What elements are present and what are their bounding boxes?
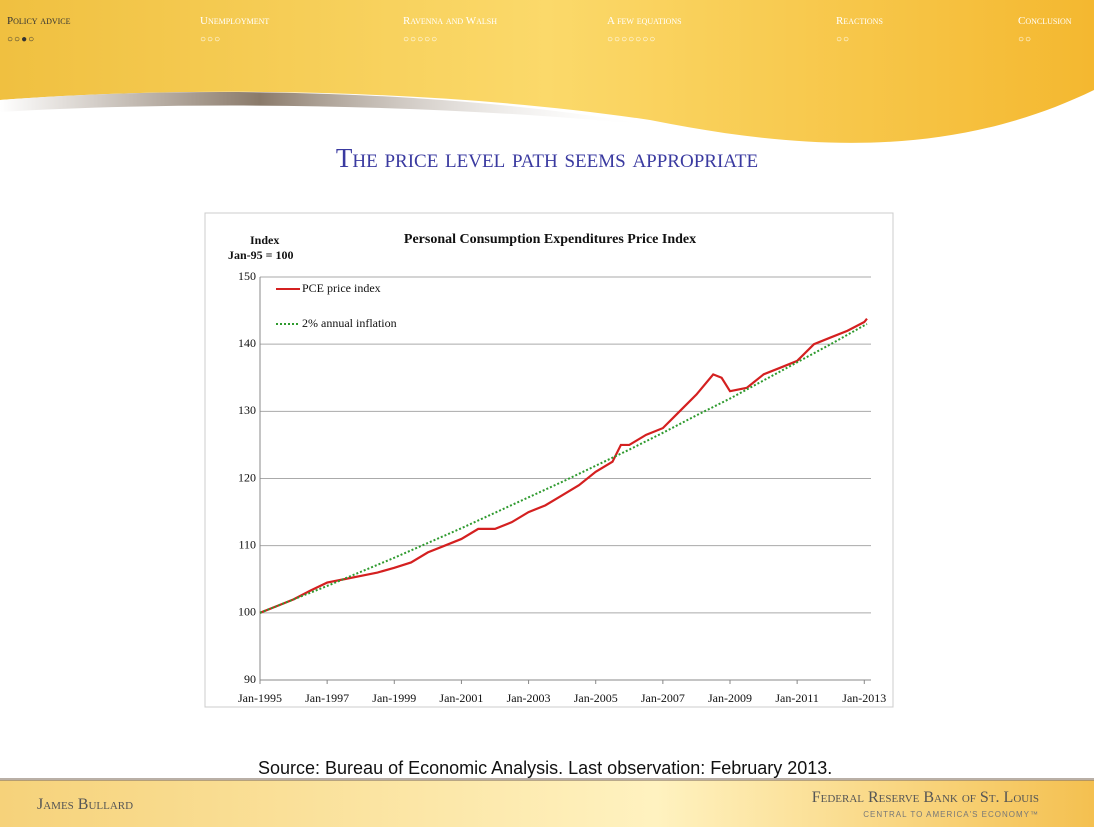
y-tick-label: 100 (238, 605, 256, 619)
y-axis-label: Index (250, 233, 279, 247)
nav-item[interactable]: A few equations (607, 15, 682, 27)
tagline: Central to America's Economy™ (863, 810, 1039, 819)
nav-item[interactable]: Policy advice (7, 15, 71, 27)
chart-title: Personal Consumption Expenditures Price … (404, 232, 696, 247)
header-swoosh (0, 92, 650, 125)
nav-dots: ○○○ (200, 34, 222, 45)
series-line (259, 323, 868, 614)
nav-item[interactable]: Ravenna and Walsh (403, 15, 497, 27)
chart-frame (204, 212, 894, 708)
legend-label: PCE price index (302, 281, 381, 295)
source-note: Source: Bureau of Economic Analysis. Las… (258, 758, 833, 778)
header-band (0, 0, 1094, 143)
x-tick-label: Jan-1997 (305, 691, 349, 705)
y-tick-label: 110 (238, 537, 256, 551)
x-tick-label: Jan-2005 (574, 691, 618, 705)
nav-item[interactable]: Conclusion (1018, 15, 1072, 27)
y-tick-label: 130 (238, 403, 256, 417)
y-axis-label: Jan-95 = 100 (228, 248, 294, 262)
y-tick-label: 150 (238, 269, 256, 283)
nav-dots: ○○ (836, 34, 851, 45)
x-tick-label: Jan-2013 (842, 691, 886, 705)
nav-dots: ○○ (1018, 34, 1033, 45)
x-tick-label: Jan-1999 (372, 691, 416, 705)
footer-rule (0, 778, 1094, 781)
footer-band (0, 780, 1094, 827)
nav-dots: ○○○○○ (403, 34, 439, 45)
x-tick-label: Jan-2007 (641, 691, 685, 705)
x-tick-label: Jan-2003 (507, 691, 551, 705)
nav-item[interactable]: Reactions (836, 15, 883, 27)
x-tick-label: Jan-2001 (439, 691, 483, 705)
x-tick-label: Jan-2011 (775, 691, 819, 705)
y-tick-label: 140 (238, 336, 256, 350)
nav-dots: ○○○○○○○ (607, 34, 657, 45)
nav-item[interactable]: Unemployment (200, 15, 270, 27)
legend-label: 2% annual inflation (302, 316, 397, 330)
y-tick-label: 90 (244, 672, 256, 686)
x-tick-label: Jan-2009 (708, 691, 752, 705)
slide-title: The price level path seems appropriate (335, 143, 759, 173)
series-line (259, 317, 868, 614)
org: Federal Reserve Bank of St. Louis (811, 789, 1039, 806)
x-tick-label: Jan-1995 (238, 691, 282, 705)
nav-dots: ○○●○ (7, 34, 36, 45)
y-tick-label: 120 (238, 470, 256, 484)
author: James Bullard (37, 796, 134, 813)
